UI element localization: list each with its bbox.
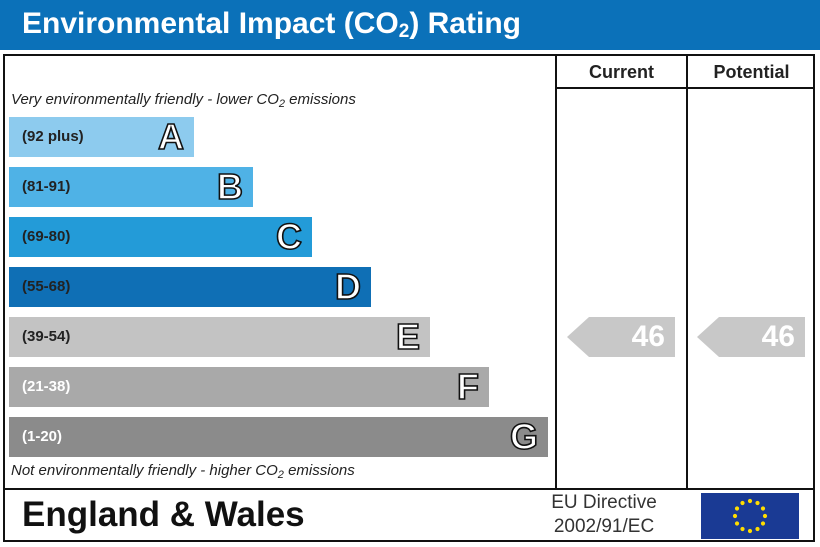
current-column-header: Current [588,62,654,82]
eu-star-icon [760,521,766,526]
rating-band-g: (1-20) G [9,415,548,458]
eu-star-icon [734,521,740,526]
potential-arrow-shape [697,317,805,357]
rating-band-a: (92 plus) A [9,115,194,158]
band-range-label: (92 plus) [22,128,84,145]
divider-current-potential [686,54,688,490]
eu-star-icon [760,506,766,511]
eu-flag-icon [701,493,799,539]
potential-column-header: Potential [713,62,790,82]
eu-directive-line2: 2002/91/EC [553,516,655,537]
current-rating-value: 46 [631,320,665,353]
band-letter-label: A [157,115,185,158]
current-rating-arrow: 46 [567,317,675,357]
band-range-label: (21-38) [22,378,71,395]
band-letter-label: B [216,165,244,208]
eu-star-icon [755,526,760,532]
rating-band-e: (39-54) E [9,315,430,358]
eu-star-icon [762,513,768,519]
band-letter-label: G [509,415,539,458]
rating-band-b: (81-91) B [9,165,253,208]
rating-band-c: (69-80) C [9,215,312,258]
band-letter-label: C [275,215,303,258]
eu-star-icon [734,506,740,511]
eu-star-icon [755,500,760,506]
eu-star-icon [747,498,753,504]
title-bar: Environmental Impact (CO2) Rating [0,0,820,50]
band-letter-label: D [334,265,362,308]
band-range-label: (39-54) [22,328,71,345]
rating-frame [3,54,815,542]
bottom-caption: Not environmentally friendly - higher CO… [11,462,355,481]
top-caption: Very environmentally friendly - lower CO… [11,91,356,110]
rating-band-d: (55-68) D [9,265,371,308]
divider-header-row [555,87,815,89]
eu-star-icon [740,526,745,532]
current-arrow-shape [567,317,675,357]
band-range-label: (55-68) [22,278,71,295]
eu-star-icon [732,513,738,519]
eu-star-icon [740,500,745,506]
band-range-label: (1-20) [22,428,63,445]
eu-star-icon [747,528,753,534]
band-range-label: (69-80) [22,228,71,245]
band-letter-label: E [395,315,421,358]
potential-rating-value: 46 [761,320,795,353]
band-range-label: (81-91) [22,178,71,195]
divider-footer-row [3,488,815,490]
rating-band-f: (21-38) F [9,365,489,408]
potential-rating-arrow: 46 [697,317,805,357]
region-label: England & Wales [22,495,305,534]
eu-directive-line1: EU Directive [551,492,657,513]
page-title: Environmental Impact (CO2) Rating [22,7,521,42]
divider-bands-current [555,54,557,490]
band-letter-label: F [456,365,480,408]
